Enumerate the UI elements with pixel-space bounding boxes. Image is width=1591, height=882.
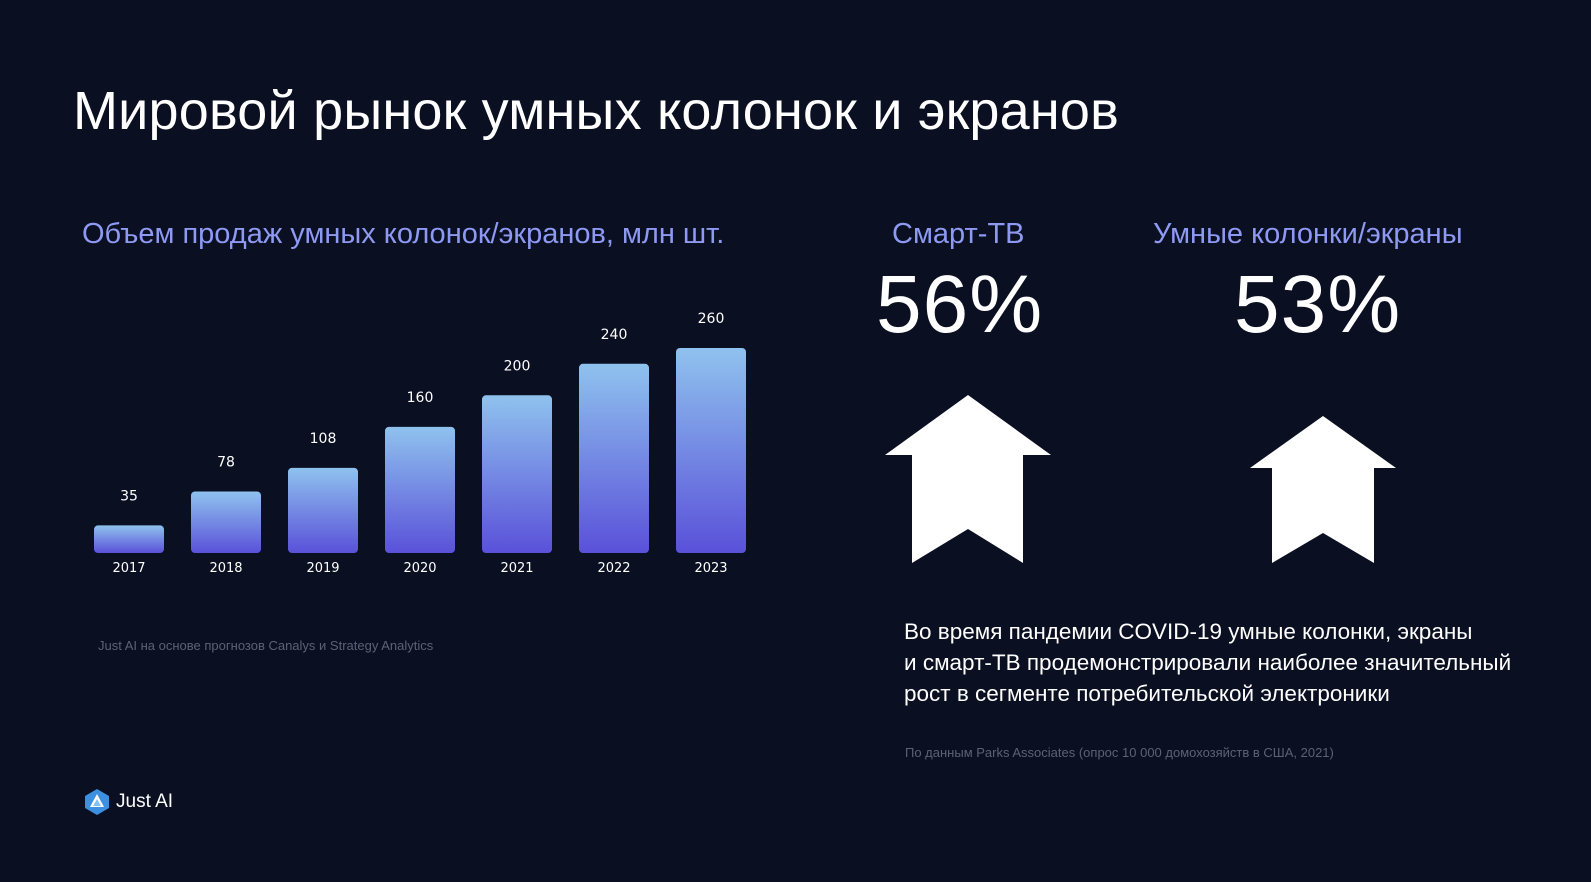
- stat-value-smart-speakers: 53%: [1234, 259, 1402, 350]
- note-line: Во время пандемии COVID-19 умные колонки…: [904, 619, 1473, 644]
- data-label-2017: 35: [120, 488, 138, 504]
- logo-text: Just AI: [116, 791, 174, 812]
- data-label-2018: 78: [217, 455, 235, 471]
- tick-label-2022: 2022: [597, 561, 630, 576]
- bar-2023: [676, 348, 746, 553]
- just-ai-logo-icon: [85, 789, 109, 815]
- covid-note: Во время пандемии COVID-19 умные колонки…: [904, 616, 1564, 709]
- stat-label-smart-speakers: Умные колонки/экраны: [1153, 218, 1463, 250]
- data-label-2020: 160: [407, 390, 434, 406]
- data-label-2023: 260: [698, 311, 725, 327]
- up-arrow-icon: [885, 395, 1051, 563]
- stat-value-smart-tv: 56%: [876, 259, 1044, 350]
- note-line: рост в сегменте потребительской электрон…: [904, 681, 1390, 706]
- chart-title: Объем продаж умных колонок/экранов, млн …: [82, 218, 725, 250]
- data-label-2021: 200: [504, 358, 531, 374]
- tick-label-2023: 2023: [694, 561, 727, 576]
- data-label-2019: 108: [310, 431, 337, 447]
- note-source: По данным Parks Associates (опрос 10 000…: [905, 745, 1334, 760]
- bar-2018: [191, 491, 261, 553]
- bar-2022: [579, 363, 649, 553]
- tick-label-2021: 2021: [500, 561, 533, 576]
- bar-2021: [482, 395, 552, 553]
- up-arrow-icon: [1250, 416, 1396, 563]
- bar-chart: 35 2017 78 2018 108 2019 160 2020 200 2021 240 2022…: [94, 311, 746, 576]
- data-label-2022: 240: [601, 327, 628, 343]
- logo: Just AI: [84, 788, 173, 816]
- bar-2020: [385, 426, 455, 553]
- page-title: Мировой рынок умных колонок и экранов: [73, 81, 1120, 141]
- stat-label-smart-tv: Смарт-ТВ: [892, 218, 1025, 250]
- bar-2019: [288, 467, 358, 553]
- tick-label-2017: 2017: [112, 561, 145, 576]
- chart-source: Just AI на основе прогнозов Canalys и St…: [98, 638, 434, 653]
- tick-label-2018: 2018: [209, 561, 242, 576]
- note-line: и смарт-ТВ продемонстрировали наиболее з…: [904, 650, 1512, 675]
- tick-label-2020: 2020: [403, 561, 436, 576]
- tick-label-2019: 2019: [306, 561, 339, 576]
- bar-2017: [94, 525, 164, 553]
